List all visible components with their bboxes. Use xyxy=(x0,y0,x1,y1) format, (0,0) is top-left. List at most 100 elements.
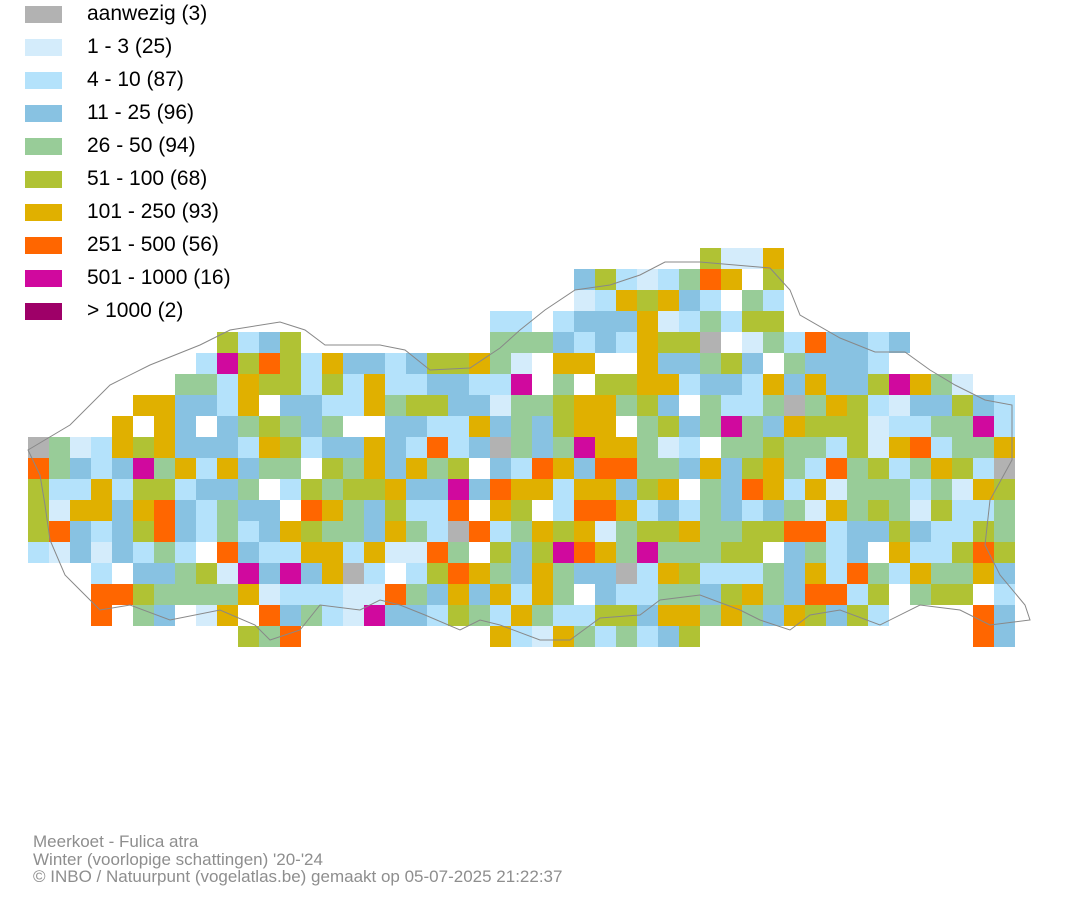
grid-cell xyxy=(70,479,91,500)
grid-cell xyxy=(385,542,406,563)
grid-cell xyxy=(553,374,574,395)
grid-cell xyxy=(700,332,721,353)
grid-cell xyxy=(385,353,406,374)
grid-cell xyxy=(280,563,301,584)
grid-cell xyxy=(154,479,175,500)
grid-cell xyxy=(910,500,931,521)
grid-cell xyxy=(742,332,763,353)
grid-cell xyxy=(973,542,994,563)
grid-cell xyxy=(427,521,448,542)
grid-cell xyxy=(784,605,805,626)
grid-cell xyxy=(574,458,595,479)
grid-cell xyxy=(616,542,637,563)
grid-cell xyxy=(385,416,406,437)
grid-cell xyxy=(154,542,175,563)
grid-cell xyxy=(49,521,70,542)
grid-cell xyxy=(70,521,91,542)
legend-swatch xyxy=(25,39,62,56)
grid-cell xyxy=(427,353,448,374)
grid-cell xyxy=(532,542,553,563)
grid-cell xyxy=(952,500,973,521)
grid-cell xyxy=(700,395,721,416)
grid-cell xyxy=(910,584,931,605)
grid-cell xyxy=(238,500,259,521)
grid-cell xyxy=(406,605,427,626)
grid-cell xyxy=(616,395,637,416)
grid-cell xyxy=(511,542,532,563)
grid-cell xyxy=(742,584,763,605)
grid-cell xyxy=(259,584,280,605)
grid-cell xyxy=(196,479,217,500)
grid-cell xyxy=(70,437,91,458)
grid-cell xyxy=(364,479,385,500)
grid-cell xyxy=(322,374,343,395)
grid-cell xyxy=(574,395,595,416)
grid-cell xyxy=(952,521,973,542)
grid-cell xyxy=(448,416,469,437)
grid-cell xyxy=(994,605,1015,626)
grid-cell xyxy=(931,416,952,437)
grid-cell xyxy=(343,437,364,458)
grid-cell xyxy=(700,290,721,311)
grid-cell xyxy=(448,353,469,374)
grid-cell xyxy=(700,353,721,374)
grid-cell xyxy=(847,332,868,353)
grid-cell xyxy=(994,521,1015,542)
grid-cell xyxy=(742,563,763,584)
grid-cell xyxy=(889,563,910,584)
grid-cell xyxy=(196,500,217,521)
grid-cell xyxy=(763,248,784,269)
grid-cell xyxy=(700,311,721,332)
grid-cell xyxy=(448,437,469,458)
grid-cell xyxy=(679,374,700,395)
grid-cell xyxy=(133,605,154,626)
grid-cell xyxy=(49,437,70,458)
grid-cell xyxy=(448,458,469,479)
grid-cell xyxy=(217,332,238,353)
grid-cell xyxy=(826,374,847,395)
grid-cell xyxy=(406,458,427,479)
grid-cell xyxy=(364,353,385,374)
grid-cell xyxy=(763,311,784,332)
grid-cell xyxy=(112,521,133,542)
grid-cell xyxy=(784,584,805,605)
grid-cell xyxy=(784,563,805,584)
grid-cell xyxy=(574,311,595,332)
grid-cell xyxy=(490,479,511,500)
grid-cell xyxy=(448,374,469,395)
grid-cell xyxy=(616,521,637,542)
grid-cell xyxy=(973,458,994,479)
grid-cell xyxy=(952,437,973,458)
grid-cell xyxy=(322,500,343,521)
grid-cell xyxy=(595,395,616,416)
grid-cell xyxy=(28,542,49,563)
grid-cell xyxy=(112,416,133,437)
grid-cell xyxy=(196,353,217,374)
grid-cell xyxy=(952,563,973,584)
grid-cell xyxy=(889,500,910,521)
grid-cell xyxy=(595,332,616,353)
grid-cell xyxy=(553,500,574,521)
grid-cell xyxy=(154,563,175,584)
grid-cell xyxy=(553,542,574,563)
grid-cell xyxy=(721,479,742,500)
grid-cell xyxy=(364,584,385,605)
grid-cell xyxy=(490,521,511,542)
grid-cell xyxy=(406,521,427,542)
grid-cell xyxy=(742,248,763,269)
grid-cell xyxy=(721,458,742,479)
grid-cell xyxy=(490,584,511,605)
grid-cell xyxy=(238,458,259,479)
grid-cell xyxy=(889,437,910,458)
grid-cell xyxy=(595,626,616,647)
grid-cell xyxy=(826,353,847,374)
grid-cell xyxy=(616,374,637,395)
grid-cell xyxy=(784,353,805,374)
grid-cell xyxy=(658,374,679,395)
legend-swatch xyxy=(25,6,62,23)
grid-cell xyxy=(364,458,385,479)
grid-cell xyxy=(133,584,154,605)
grid-cell xyxy=(847,374,868,395)
legend-item: 1 - 3 (25) xyxy=(25,36,325,58)
grid-cell xyxy=(490,332,511,353)
